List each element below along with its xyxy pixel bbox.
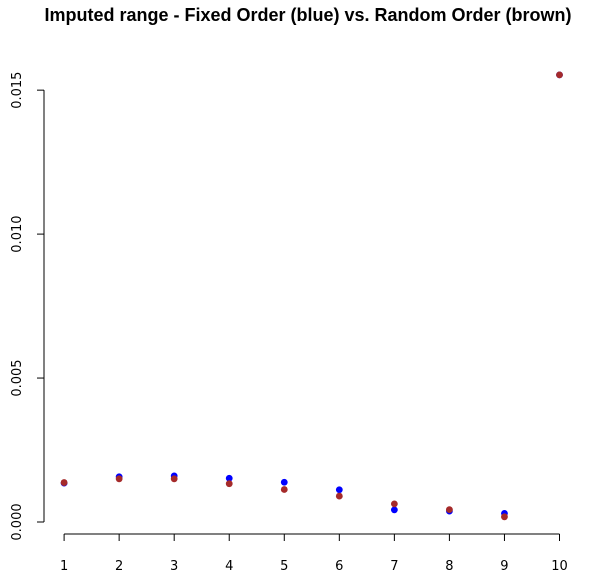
data-point [390, 500, 398, 508]
y-tick-label: 0.015 [10, 72, 25, 109]
x-axis: 1 2 3 4 5 6 7 8 9 10 [60, 533, 568, 574]
x-tick-label: 4 [225, 559, 233, 574]
data-point [280, 486, 288, 493]
data-point [60, 479, 68, 486]
x-tick-label: 10 [551, 559, 568, 574]
x-tick-label: 7 [390, 559, 398, 574]
x-tick-label: 2 [115, 559, 123, 574]
data-points [60, 71, 563, 521]
data-point [225, 480, 233, 488]
y-tick-label: 0.005 [10, 359, 25, 396]
data-point [280, 478, 288, 486]
x-tick-label: 8 [445, 559, 453, 574]
series-fixed-order-blue [60, 71, 563, 517]
data-point [170, 475, 178, 483]
data-point [556, 71, 563, 79]
x-tick-label: 6 [335, 559, 343, 574]
data-point [335, 492, 343, 500]
y-axis: 0.000 0.005 0.010 0.015 [10, 72, 45, 541]
x-tick-label: 9 [500, 559, 508, 574]
x-tick-label: 1 [60, 559, 68, 574]
series-random-order-brown [60, 71, 563, 521]
chart-title: Imputed range - Fixed Order (blue) vs. R… [44, 5, 571, 25]
data-point [335, 486, 343, 494]
data-point [390, 506, 398, 514]
data-point [115, 475, 123, 483]
y-tick-label: 0.000 [10, 503, 25, 540]
x-tick-label: 5 [280, 559, 288, 574]
y-tick-label: 0.010 [10, 215, 25, 252]
data-point [501, 513, 508, 521]
data-point [225, 474, 233, 482]
data-point [446, 506, 453, 514]
x-tick-label: 3 [170, 559, 178, 574]
